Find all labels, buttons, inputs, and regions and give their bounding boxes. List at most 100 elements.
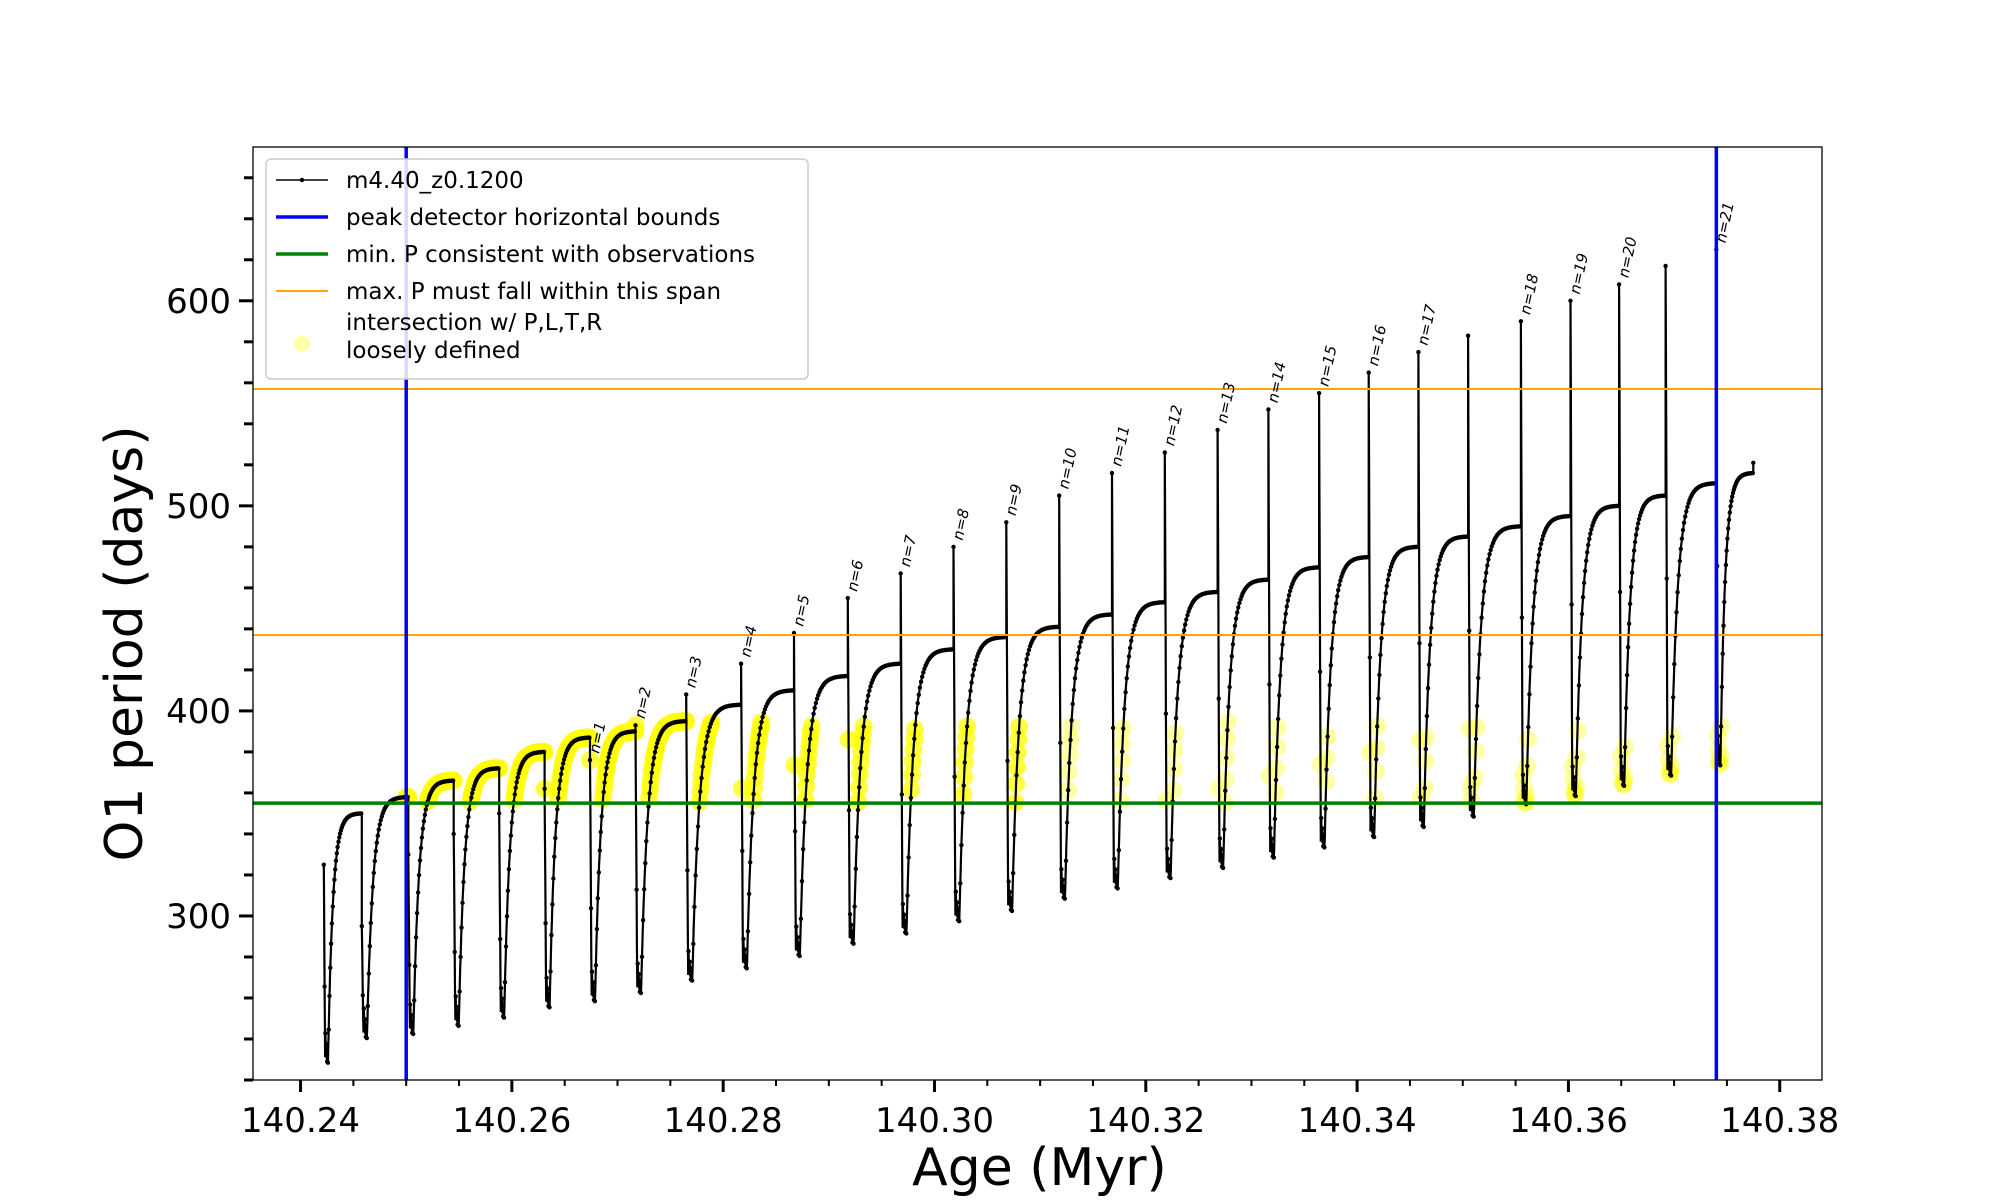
curve-point: [1674, 610, 1679, 615]
curve-point: [1684, 509, 1689, 514]
curve-point: [1277, 693, 1282, 698]
x-tick-label: 140.32: [1086, 1101, 1205, 1141]
curve-point: [1129, 638, 1134, 643]
curve-point: [696, 805, 702, 810]
curve-point: [809, 726, 814, 732]
curve-point: [456, 1023, 461, 1028]
curve-point: [689, 978, 695, 983]
curve-point: [910, 753, 916, 758]
curve-point: [1164, 846, 1170, 851]
curve-point: [1317, 669, 1323, 674]
curve-point: [695, 824, 701, 829]
curve-point: [1530, 621, 1535, 626]
curve-point: [1057, 493, 1062, 498]
curve-point: [603, 772, 608, 777]
curve-point: [1023, 663, 1028, 668]
curve-point: [359, 811, 364, 816]
curve-point: [516, 771, 521, 776]
curve-point: [1636, 516, 1642, 522]
curve-point: [1662, 493, 1668, 498]
curve-point: [1322, 845, 1327, 850]
curve-point: [1567, 513, 1573, 519]
curve-point: [1177, 665, 1182, 671]
curve-point: [498, 936, 503, 942]
curve-point: [702, 746, 708, 752]
curve-point: [1279, 656, 1284, 661]
curve-point: [741, 936, 746, 942]
curve-point: [1063, 858, 1069, 863]
curve-point: [1073, 666, 1079, 671]
curve-point: [377, 822, 382, 827]
curve-point: [685, 868, 690, 873]
curve-point: [1131, 627, 1136, 632]
curve-point: [1624, 672, 1630, 678]
curve-point: [1579, 611, 1585, 617]
curve-point: [1634, 526, 1640, 531]
curve-point: [957, 919, 962, 924]
curve-point: [1284, 604, 1290, 609]
legend-label: max. P must fall within this span: [346, 279, 721, 305]
curve-point: [683, 719, 688, 724]
curve-point: [551, 876, 556, 881]
curve-point: [633, 723, 638, 728]
curve-point: [1178, 654, 1183, 659]
curve-point: [1166, 857, 1171, 862]
curve-point: [1371, 834, 1377, 840]
x-tick-label: 140.28: [664, 1101, 783, 1141]
curve-point: [687, 959, 692, 964]
curve-point: [322, 984, 327, 989]
curve-point: [1064, 820, 1070, 825]
curve-point: [950, 647, 955, 652]
curve-point: [1532, 590, 1537, 595]
curve-point: [420, 826, 426, 831]
curve-point: [416, 872, 422, 878]
curve-point: [1282, 620, 1287, 625]
curve-point: [1386, 572, 1392, 577]
curve-point: [367, 944, 372, 949]
curve-point: [1482, 579, 1488, 584]
curve-point: [1381, 609, 1386, 615]
curve-point: [1175, 696, 1180, 701]
curve-point: [513, 785, 518, 790]
curve-point: [1569, 602, 1574, 607]
curve-point: [973, 657, 979, 663]
curve-point: [1485, 563, 1490, 568]
curve-point: [1060, 877, 1065, 882]
curve-point: [559, 766, 565, 771]
curve-point: [332, 877, 337, 882]
curve-point: [645, 820, 650, 825]
curve-point: [359, 924, 364, 929]
curve-point: [1468, 784, 1473, 790]
curve-point: [365, 1003, 370, 1009]
curve-point: [1110, 725, 1116, 731]
curve-point: [450, 778, 456, 783]
legend-label: min. P consistent with observations: [346, 242, 755, 268]
curve-point: [602, 780, 607, 785]
curve-point: [1326, 706, 1331, 711]
curve-point: [1075, 657, 1080, 663]
curve-point: [554, 820, 559, 825]
curve-point: [1068, 737, 1073, 743]
curve-point: [1163, 711, 1169, 716]
plot-body: [253, 147, 1822, 1080]
curve-point: [898, 571, 903, 576]
curve-point: [598, 829, 603, 835]
curve-point: [1633, 532, 1639, 537]
curve-point: [758, 725, 763, 731]
curve-point: [1571, 775, 1576, 780]
curve-point: [1369, 816, 1375, 821]
curve-point: [498, 985, 504, 991]
curve-point: [1237, 600, 1242, 606]
curve-point: [594, 926, 600, 932]
curve-point: [1327, 683, 1332, 688]
curve-point: [1328, 663, 1334, 668]
curve-point: [1481, 589, 1487, 594]
curve-point: [1012, 832, 1017, 837]
curve-point: [1229, 654, 1235, 659]
curve-point: [961, 783, 966, 788]
curve-point: [1384, 583, 1390, 589]
curve-point: [1424, 713, 1430, 719]
curve-point: [334, 851, 339, 856]
curve-point: [866, 693, 871, 698]
curve-point: [1723, 562, 1729, 568]
